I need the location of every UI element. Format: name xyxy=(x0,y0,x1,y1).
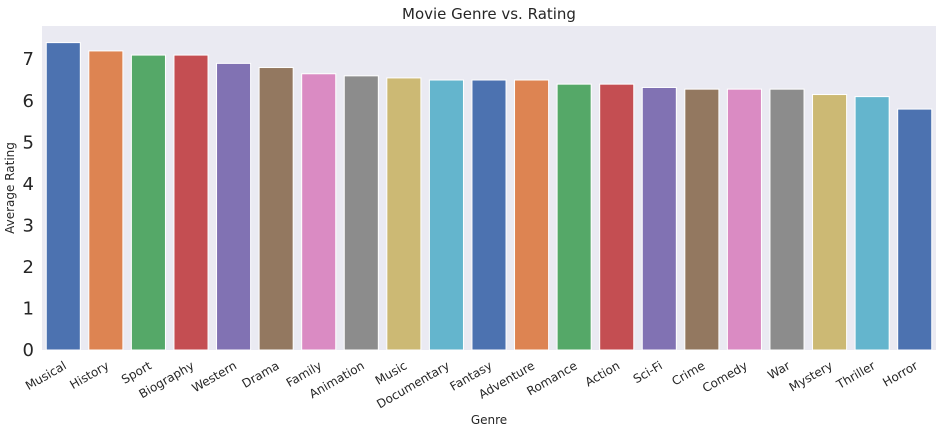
x-tick-label: Musical xyxy=(23,358,69,393)
bar-biography xyxy=(173,54,209,351)
bar-fantasy xyxy=(471,79,507,351)
bar-action xyxy=(599,83,635,351)
x-tick-label: Thriller xyxy=(833,358,877,392)
bars-group xyxy=(45,42,933,351)
bar-adventure xyxy=(514,79,550,351)
bar-family xyxy=(301,73,337,351)
bar-drama xyxy=(258,67,294,351)
x-tick-label: Action xyxy=(583,358,623,389)
chart-title: Movie Genre vs. Rating xyxy=(402,5,576,23)
x-tick-label: Mystery xyxy=(787,358,835,394)
y-tick-label: 3 xyxy=(23,215,34,236)
x-tick-label: History xyxy=(67,358,111,391)
bar-music xyxy=(386,77,422,351)
bar-romance xyxy=(556,83,592,351)
y-tick-label: 6 xyxy=(23,91,34,112)
x-axis-label: Genre xyxy=(471,413,507,427)
bar-thriller xyxy=(854,96,890,351)
bar-war xyxy=(769,88,805,351)
y-axis-ticks: 0 1 2 3 4 5 6 7 xyxy=(23,49,34,361)
x-tick-label: Sci-Fi xyxy=(631,358,665,386)
x-tick-label: Western xyxy=(189,358,239,395)
bar-history xyxy=(88,50,124,351)
bar-documentary xyxy=(428,79,464,351)
bar-animation xyxy=(343,75,379,351)
y-tick-label: 2 xyxy=(23,257,34,278)
y-tick-label: 7 xyxy=(23,49,34,70)
bar-sci-fi xyxy=(641,86,677,351)
bar-mystery xyxy=(812,94,848,351)
x-tick-label: War xyxy=(765,358,792,382)
x-tick-label: Horror xyxy=(880,358,920,389)
x-tick-label: Comedy xyxy=(700,358,750,395)
y-tick-label: 5 xyxy=(23,132,34,153)
bar-horror xyxy=(897,108,933,351)
y-axis-label: Average Rating xyxy=(3,142,17,234)
bar-musical xyxy=(45,42,81,351)
y-tick-label: 4 xyxy=(23,174,34,195)
y-tick-label: 0 xyxy=(23,340,34,361)
x-tick-label: Documentary xyxy=(374,358,452,411)
x-tick-label: Drama xyxy=(239,358,281,390)
y-tick-label: 1 xyxy=(23,298,34,319)
bar-comedy xyxy=(726,88,762,351)
bar-sport xyxy=(130,54,166,351)
bar-western xyxy=(216,62,252,351)
bar-crime xyxy=(684,88,720,351)
